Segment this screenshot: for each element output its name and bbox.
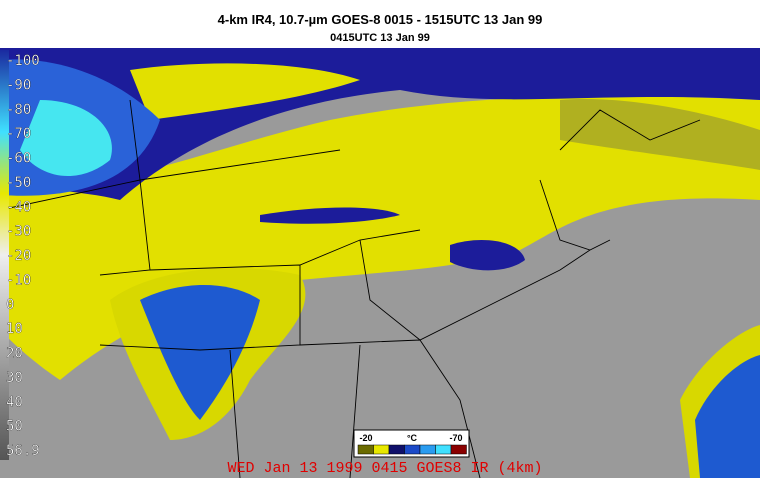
scale-label: -20 (6, 248, 31, 264)
cloud-blue (450, 240, 525, 271)
cloud-cyan (20, 100, 112, 177)
scale-labels: -100-90-80-70-60-50-40-30-20-10010203040… (6, 53, 40, 459)
cloud-blue (695, 355, 760, 478)
cloud-olive (560, 99, 760, 170)
scale-label: -50 (6, 175, 31, 191)
scale-label: 30 (6, 370, 23, 386)
scale-label: -90 (6, 77, 31, 93)
subtitle: 0415UTC 13 Jan 99 (330, 32, 430, 44)
satellite-image (0, 48, 760, 479)
scale-label: -100 (6, 53, 40, 69)
legend-swatch (373, 444, 390, 455)
legend-min: -20 (359, 433, 372, 443)
legend-unit: °C (407, 433, 418, 443)
legend-max: -70 (449, 433, 462, 443)
legend-swatch (388, 444, 405, 455)
legend-swatch (357, 444, 374, 455)
legend-swatch (404, 444, 421, 455)
scale-label: 10 (6, 321, 23, 337)
legend-swatches (357, 444, 467, 455)
title: 4-km IR4, 10.7-µm GOES-8 0015 - 1515UTC … (218, 12, 543, 27)
cloud-yellow (0, 96, 760, 380)
scale-strip (0, 50, 9, 460)
scale-label: -40 (6, 199, 31, 215)
scale-label: 50 (6, 419, 23, 435)
scale-label: -70 (6, 126, 31, 142)
legend-swatch (419, 444, 436, 455)
scale-label: 20 (6, 346, 23, 362)
legend-swatch (450, 444, 467, 455)
legend: -20 °C -70 (353, 429, 470, 458)
legend-swatch (435, 444, 452, 455)
scale-label: -10 (6, 272, 31, 288)
scale-label: 40 (6, 394, 23, 410)
timestamp: WED Jan 13 1999 0415 GOES8 IR (4km) (227, 460, 542, 477)
cloud-yellow (130, 63, 360, 120)
scale-label: 0 (6, 297, 14, 313)
cloud-blue (260, 207, 400, 224)
cloud-blue (140, 285, 260, 420)
scale-label: -60 (6, 151, 31, 167)
scale-label: 56.9 (6, 443, 40, 459)
scale-label: -30 (6, 224, 31, 240)
scale-label: -80 (6, 102, 31, 118)
